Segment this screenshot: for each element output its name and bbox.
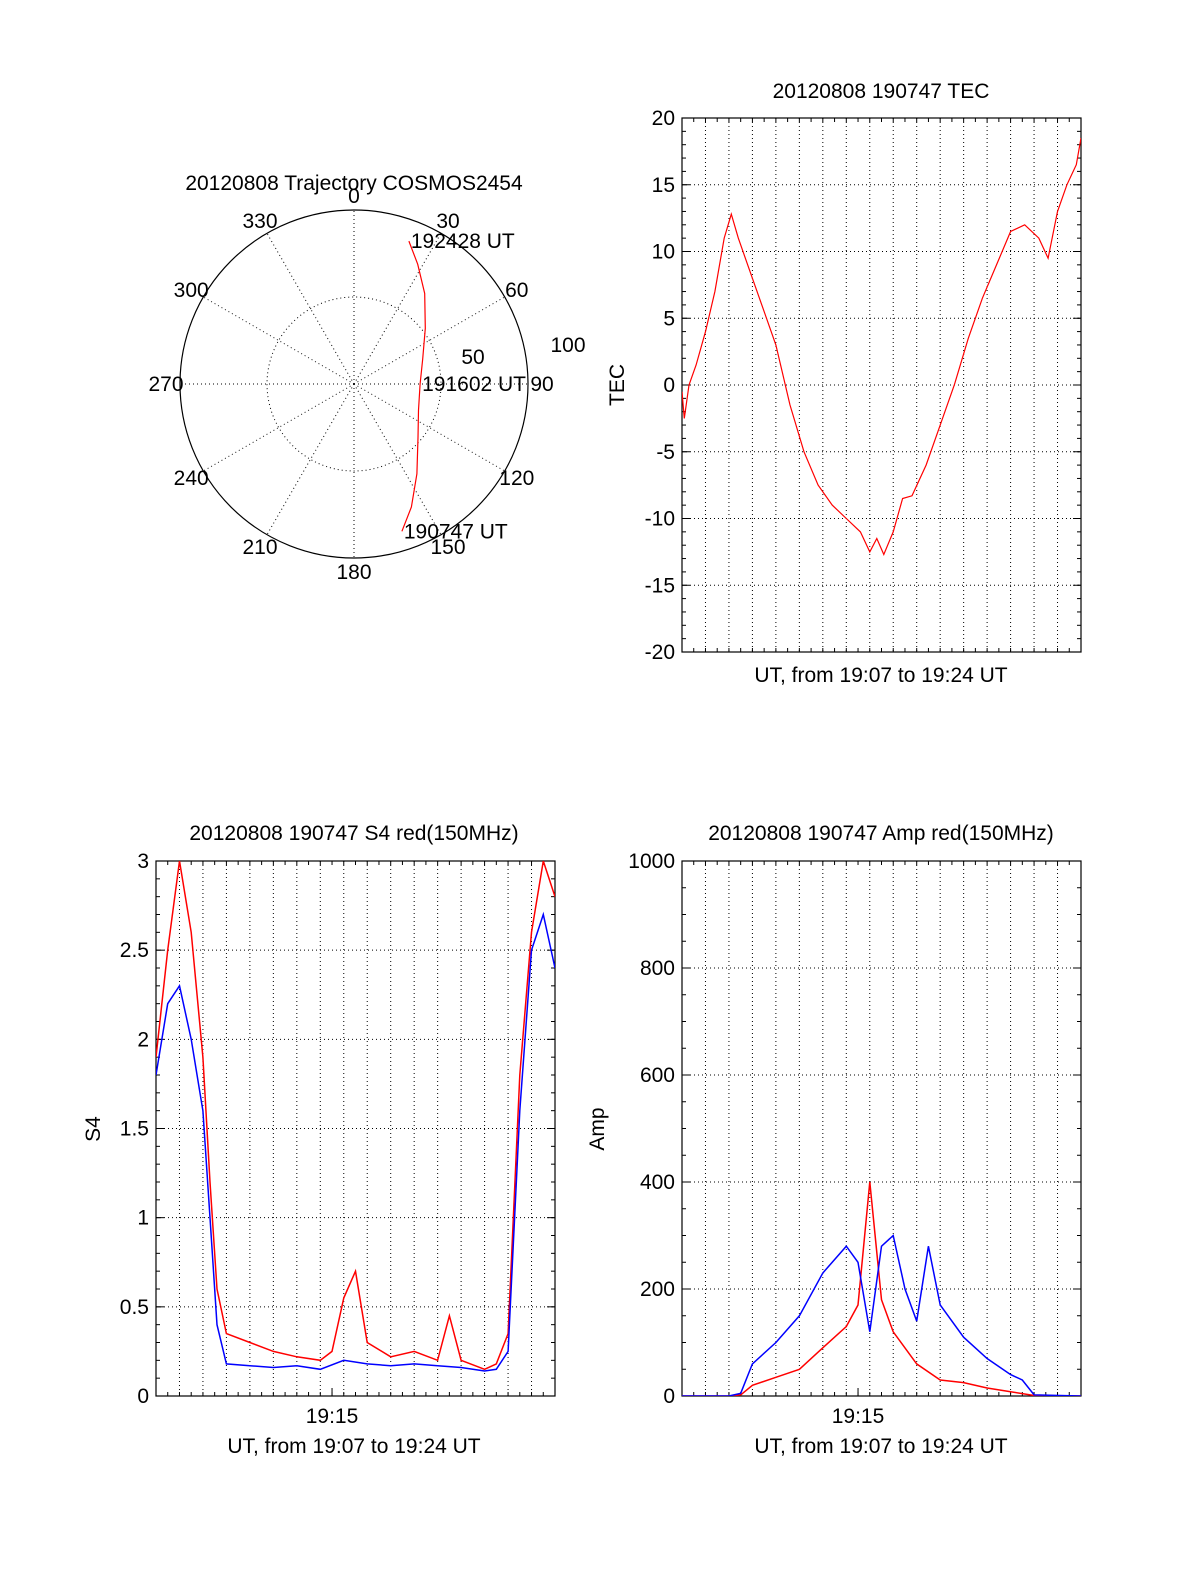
s4-ytick-label: 2.5 (120, 939, 149, 962)
polar-spoke (203, 383, 355, 472)
polar-annotation: 192428 UT (411, 230, 515, 253)
tec-series (682, 137, 1081, 557)
polar-title: 20120808 Trajectory COSMOS2454 (185, 172, 523, 195)
tec-series-red (682, 137, 1081, 557)
tec-ytick-label: -10 (645, 508, 675, 531)
polar-inner-circle (266, 296, 442, 472)
tec-frame (681, 117, 1082, 653)
s4-ytick-label: 2 (137, 1028, 149, 1051)
polar-annotation: 190747 UT (404, 520, 508, 543)
tec-ylabel: TEC (606, 364, 629, 406)
tec-ytick-label: 10 (652, 241, 675, 264)
polar-annotation: 191602 UT (422, 373, 526, 396)
amp-title: 20120808 190747 Amp red(150MHz) (708, 822, 1054, 845)
amp-series-blue (682, 1234, 1081, 1396)
amp-ytick-label: 200 (640, 1278, 675, 1301)
polar-angle-label: 180 (336, 561, 371, 584)
s4-xtick-label: 19:15 (306, 1405, 359, 1428)
tec-ytick-label: -15 (645, 574, 675, 597)
tec-ytick-label: 20 (652, 107, 675, 130)
polar-spoke (353, 296, 505, 385)
s4-ytick-label: 1 (137, 1207, 149, 1230)
s4-series (156, 861, 555, 1372)
polar-angle-label: 240 (174, 467, 209, 490)
tec-chart: 20120808 190747 TEC TEC UT, from 19:07 t… (606, 80, 1082, 687)
amp-chart: 20120808 190747 Amp red(150MHz) Amp UT, … (586, 822, 1082, 1458)
polar-angle-label: 300 (174, 279, 209, 302)
polar-spoke (266, 383, 355, 535)
polar-radius-label: 50 (461, 346, 484, 369)
s4-ytick-label: 0.5 (120, 1296, 149, 1319)
polar-grid (179, 209, 529, 559)
s4-series-red (156, 861, 555, 1371)
polar-trajectory-line (401, 240, 426, 532)
tec-ytick-label: -20 (645, 641, 675, 664)
tec-ytick-label: 15 (652, 174, 675, 197)
s4-ytick-label: 1.5 (120, 1118, 149, 1141)
polar-chart: 20120808 Trajectory COSMOS2454 0 30 60 90 12… (148, 172, 585, 584)
amp-frame (681, 860, 1082, 1397)
polar-angle-label: 60 (505, 279, 528, 302)
amp-ytick-label: 800 (640, 957, 675, 980)
polar-outer-circle (179, 209, 529, 559)
amp-xlabel: UT, from 19:07 to 19:24 UT (754, 1435, 1007, 1458)
tec-xlabel: UT, from 19:07 to 19:24 UT (754, 664, 1007, 687)
tec-title: 20120808 190747 TEC (773, 80, 990, 103)
polar-radius-label: 100 (550, 334, 585, 357)
polar-spoke (353, 233, 442, 385)
polar-trajectory (401, 240, 426, 532)
polar-angle-label: 330 (242, 210, 277, 233)
s4-frame (155, 860, 556, 1397)
polar-angle-label: 270 (148, 373, 183, 396)
polar-spoke (266, 233, 355, 385)
amp-series (682, 1181, 1081, 1396)
s4-title: 20120808 190747 S4 red(150MHz) (189, 822, 518, 845)
s4-xlabel: UT, from 19:07 to 19:24 UT (227, 1435, 480, 1458)
amp-ylabel: Amp (586, 1107, 609, 1150)
polar-spoke (203, 296, 355, 385)
polar-angle-label: 150 (430, 536, 465, 559)
polar-spoke (353, 383, 505, 472)
amp-ytick-label: 600 (640, 1064, 675, 1087)
tec-axes: -20 -15 -10 -5 0 5 10 15 20 (645, 107, 1082, 664)
s4-ylabel: S4 (82, 1116, 105, 1142)
amp-ytick-label: 1000 (628, 850, 675, 873)
polar-angle-label: 120 (499, 467, 534, 490)
s4-ytick-label: 3 (137, 850, 149, 873)
polar-angle-label: 0 (348, 185, 360, 208)
s4-chart: 20120808 190747 S4 red(150MHz) S4 UT, fr… (82, 822, 556, 1458)
s4-series-blue (156, 911, 555, 1372)
polar-annotations: 192428 UT 191602 UT 190747 UT (404, 230, 526, 543)
tec-ytick-label: -5 (656, 441, 675, 464)
s4-ytick-label: 0 (137, 1385, 149, 1408)
polar-angle-labels: 0 30 60 90 120 150 180 210 240 270 300 330 (148, 185, 553, 584)
tec-ytick-label: 0 (663, 374, 675, 397)
amp-series-red (682, 1181, 1081, 1396)
polar-radius-labels: 50 100 (461, 334, 585, 369)
polar-angle-label: 210 (242, 536, 277, 559)
amp-xtick-label: 19:15 (832, 1405, 885, 1428)
tec-ytick-label: 5 (663, 307, 675, 330)
polar-angle-label: 30 (436, 210, 459, 233)
amp-ytick-label: 0 (663, 1385, 675, 1408)
polar-spoke (353, 383, 442, 535)
amp-axes: 0 200 400 600 800 1000 19:15 (628, 850, 1082, 1428)
s4-axes: 0 0.5 1 1.5 2 2.5 3 19:15 (120, 850, 556, 1428)
polar-angle-label: 90 (530, 373, 553, 396)
amp-ytick-label: 400 (640, 1171, 675, 1194)
